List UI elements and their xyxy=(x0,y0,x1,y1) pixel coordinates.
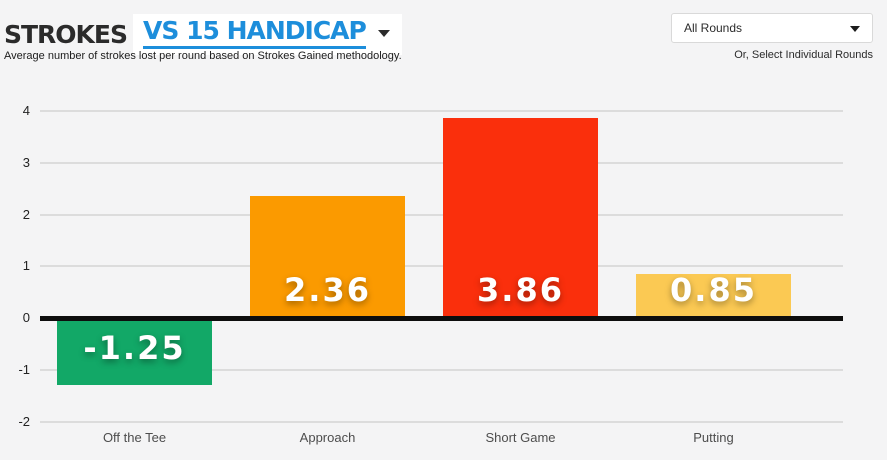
select-individual-rounds-link[interactable]: Or, Select Individual Rounds xyxy=(734,49,873,61)
x-axis-label-short-game: Short Game xyxy=(485,430,556,445)
gridline--2 xyxy=(40,421,843,423)
gridline-1 xyxy=(40,265,843,267)
gridline--1 xyxy=(40,369,843,371)
gridline-3 xyxy=(40,162,843,164)
title-selected[interactable]: VS 15 HANDICAP xyxy=(143,17,367,50)
x-axis-label-off-the-tee: Off the Tee xyxy=(102,430,167,445)
y-axis-tick-2: 2 xyxy=(22,207,30,222)
bar-putting[interactable] xyxy=(636,274,791,320)
y-axis-tick-1: 1 xyxy=(22,258,30,273)
x-axis-label-approach: Approach xyxy=(299,430,356,445)
bar-approach[interactable] xyxy=(250,196,405,320)
handicap-comparison-dropdown[interactable]: VS 15 HANDICAP xyxy=(133,14,402,56)
y-axis-tick-4: 4 xyxy=(22,103,30,118)
page-title: STROKES VS 15 HANDICAP xyxy=(4,14,402,56)
bar-short-game[interactable] xyxy=(443,118,598,320)
rounds-select-value: All Rounds xyxy=(684,21,743,35)
zero-axis-line xyxy=(40,316,843,321)
rounds-select[interactable]: All Rounds xyxy=(671,13,873,43)
gridline-4 xyxy=(40,110,843,112)
caret-down-icon xyxy=(850,26,860,32)
gridline-2 xyxy=(40,214,843,216)
chart-subtitle: Average number of strokes lost per round… xyxy=(4,50,402,62)
y-axis-tick-0: 0 xyxy=(22,310,30,325)
caret-down-icon xyxy=(377,30,390,38)
bar-off-the-tee[interactable] xyxy=(57,318,212,385)
x-axis-label-putting: Putting xyxy=(693,430,734,445)
y-axis-tick--1: -1 xyxy=(18,362,30,377)
y-axis-tick--2: -2 xyxy=(18,414,30,429)
y-axis-tick-3: 3 xyxy=(22,155,30,170)
title-strokes: STROKES xyxy=(4,20,128,50)
